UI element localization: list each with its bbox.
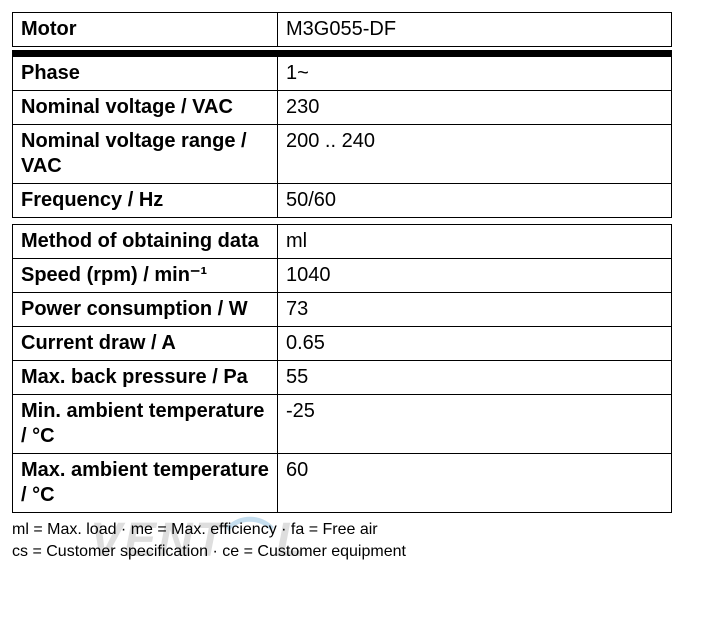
table-row: Phase 1~ <box>13 57 672 91</box>
table-row: Max. back pressure / Pa 55 <box>13 361 672 395</box>
row-value: 73 <box>278 293 672 327</box>
table-row: Speed (rpm) / min⁻¹ 1040 <box>13 259 672 293</box>
row-label: Phase <box>13 57 278 91</box>
table-row: Min. ambient temperature / °C -25 <box>13 395 672 454</box>
footnote: ml = Max. load · me = Max. efficiency · … <box>12 519 695 562</box>
row-label: Max. ambient temperature / °C <box>13 454 278 513</box>
table-row: Nominal voltage / VAC 230 <box>13 91 672 125</box>
row-label: Speed (rpm) / min⁻¹ <box>13 259 278 293</box>
table-row: Nominal voltage range / VAC 200 .. 240 <box>13 125 672 184</box>
row-value: 1~ <box>278 57 672 91</box>
row-value: M3G055-DF <box>278 13 672 47</box>
table-row: Current draw / A 0.65 <box>13 327 672 361</box>
row-label: Nominal voltage range / VAC <box>13 125 278 184</box>
footnote-line-2: cs = Customer specification · ce = Custo… <box>12 541 695 563</box>
row-label: Frequency / Hz <box>13 184 278 218</box>
row-label: Nominal voltage / VAC <box>13 91 278 125</box>
row-value: 200 .. 240 <box>278 125 672 184</box>
footnote-line-1: ml = Max. load · me = Max. efficiency · … <box>12 519 695 541</box>
row-value: 1040 <box>278 259 672 293</box>
row-label: Method of obtaining data <box>13 225 278 259</box>
motor-header-table: Motor M3G055-DF <box>12 12 672 47</box>
row-value: 55 <box>278 361 672 395</box>
performance-table: Method of obtaining data ml Speed (rpm) … <box>12 224 672 513</box>
table-row: Frequency / Hz 50/60 <box>13 184 672 218</box>
table-row: Power consumption / W 73 <box>13 293 672 327</box>
row-label: Max. back pressure / Pa <box>13 361 278 395</box>
row-value: -25 <box>278 395 672 454</box>
row-value: ml <box>278 225 672 259</box>
table-row: Method of obtaining data ml <box>13 225 672 259</box>
table-row: Motor M3G055-DF <box>13 13 672 47</box>
row-value: 230 <box>278 91 672 125</box>
row-label: Power consumption / W <box>13 293 278 327</box>
row-label: Current draw / A <box>13 327 278 361</box>
row-value: 60 <box>278 454 672 513</box>
table-row: Max. ambient temperature / °C 60 <box>13 454 672 513</box>
row-label: Min. ambient temperature / °C <box>13 395 278 454</box>
row-label: Motor <box>13 13 278 47</box>
row-value: 0.65 <box>278 327 672 361</box>
row-value: 50/60 <box>278 184 672 218</box>
electrical-table: Phase 1~ Nominal voltage / VAC 230 Nomin… <box>12 56 672 218</box>
